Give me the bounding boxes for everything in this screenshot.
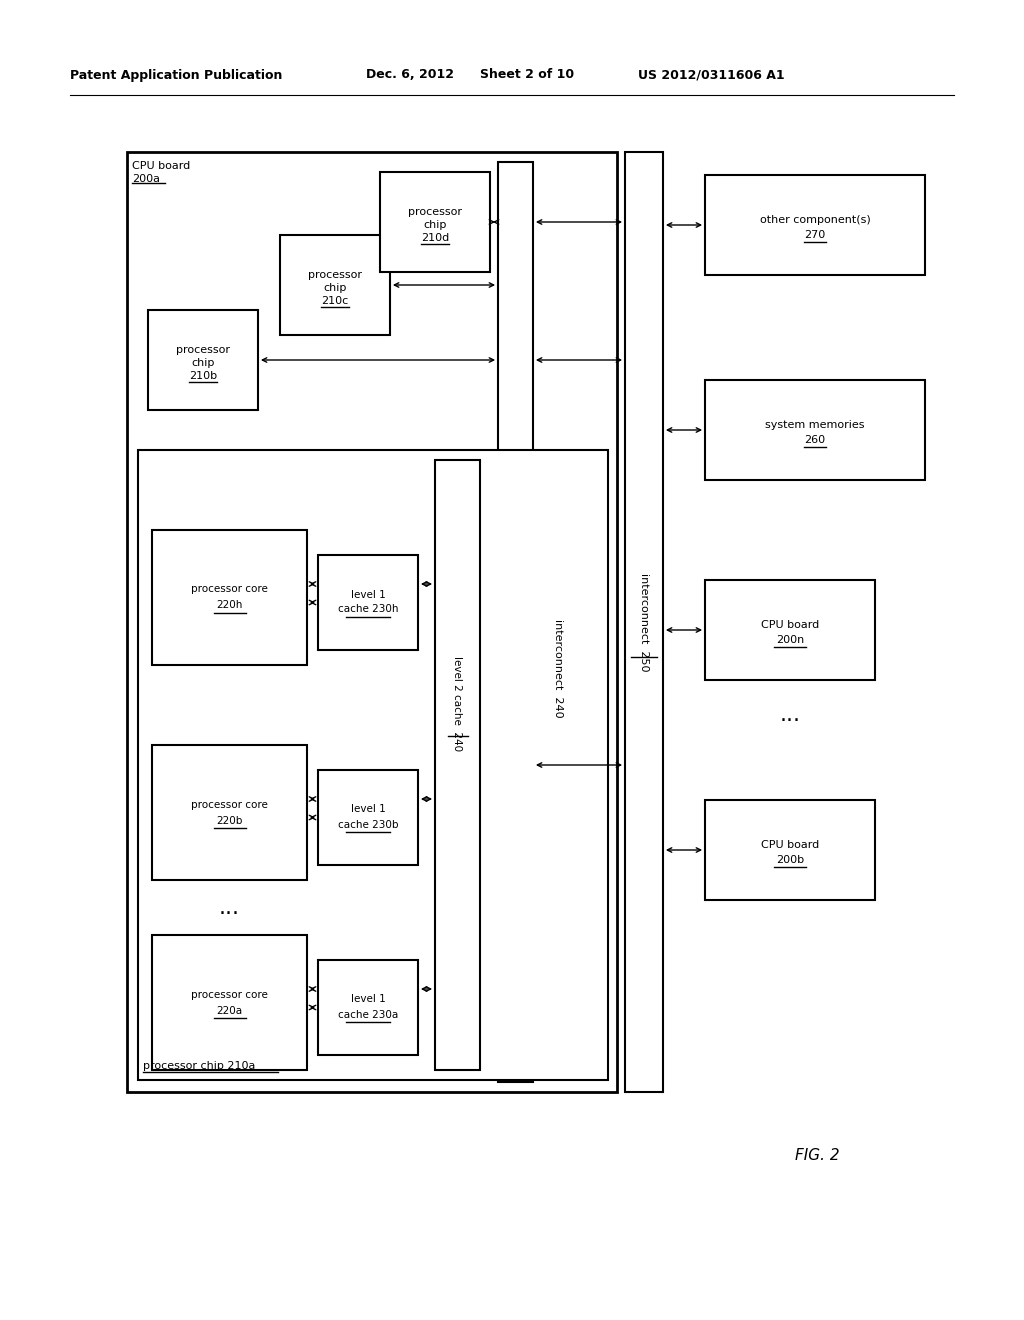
Bar xyxy=(705,800,874,900)
Text: 210b: 210b xyxy=(189,371,217,381)
Bar xyxy=(380,172,490,272)
Text: 270: 270 xyxy=(805,230,825,240)
Bar xyxy=(705,176,925,275)
Text: level 1: level 1 xyxy=(350,590,385,599)
Text: level 2 cache  240: level 2 cache 240 xyxy=(453,656,463,751)
Bar xyxy=(152,531,307,665)
Text: chip: chip xyxy=(324,282,347,293)
Bar xyxy=(705,579,874,680)
Text: cache 230a: cache 230a xyxy=(338,1010,398,1019)
Text: chip: chip xyxy=(423,220,446,230)
Text: US 2012/0311606 A1: US 2012/0311606 A1 xyxy=(638,69,784,82)
Bar xyxy=(318,770,418,865)
Text: processor: processor xyxy=(408,207,462,216)
Bar xyxy=(318,960,418,1055)
Bar xyxy=(152,935,307,1071)
Text: level 1: level 1 xyxy=(350,994,385,1005)
Text: cache 230h: cache 230h xyxy=(338,605,398,615)
Text: other component(s): other component(s) xyxy=(760,215,870,224)
Bar xyxy=(280,235,390,335)
Text: processor chip 210a: processor chip 210a xyxy=(143,1061,255,1071)
Bar xyxy=(318,554,418,649)
Text: 200n: 200n xyxy=(776,635,804,645)
Text: CPU board: CPU board xyxy=(761,840,819,850)
Text: 200b: 200b xyxy=(776,855,804,865)
Text: 210c: 210c xyxy=(322,296,348,306)
Text: processor core: processor core xyxy=(191,800,268,809)
Bar xyxy=(435,459,480,1071)
Text: 220b: 220b xyxy=(216,816,243,825)
Text: processor: processor xyxy=(308,271,362,280)
Text: ...: ... xyxy=(779,705,801,725)
Text: Sheet 2 of 10: Sheet 2 of 10 xyxy=(480,69,574,82)
Text: interconnect  240: interconnect 240 xyxy=(553,619,563,717)
Bar xyxy=(138,450,608,1080)
Text: 210d: 210d xyxy=(421,234,450,243)
Text: FIG. 2: FIG. 2 xyxy=(795,1147,840,1163)
Text: CPU board: CPU board xyxy=(761,620,819,630)
Text: system memories: system memories xyxy=(765,420,864,430)
Text: level 1: level 1 xyxy=(350,804,385,814)
Text: 220h: 220h xyxy=(216,601,243,610)
Text: 200a: 200a xyxy=(132,174,160,183)
Bar xyxy=(148,310,258,411)
Text: processor core: processor core xyxy=(191,990,268,999)
Bar xyxy=(705,380,925,480)
Text: interconnect  250: interconnect 250 xyxy=(639,573,649,672)
Text: cache 230b: cache 230b xyxy=(338,820,398,829)
Text: chip: chip xyxy=(191,358,215,368)
Text: Dec. 6, 2012: Dec. 6, 2012 xyxy=(366,69,454,82)
Text: processor core: processor core xyxy=(191,585,268,594)
Text: CPU board: CPU board xyxy=(132,161,190,172)
Text: 260: 260 xyxy=(805,436,825,445)
Text: Patent Application Publication: Patent Application Publication xyxy=(70,69,283,82)
Text: ...: ... xyxy=(219,898,240,917)
Text: 220a: 220a xyxy=(216,1006,243,1015)
Text: processor: processor xyxy=(176,345,230,355)
Bar xyxy=(127,152,617,1092)
Bar xyxy=(498,162,534,1082)
Bar xyxy=(152,744,307,880)
Bar xyxy=(625,152,663,1092)
